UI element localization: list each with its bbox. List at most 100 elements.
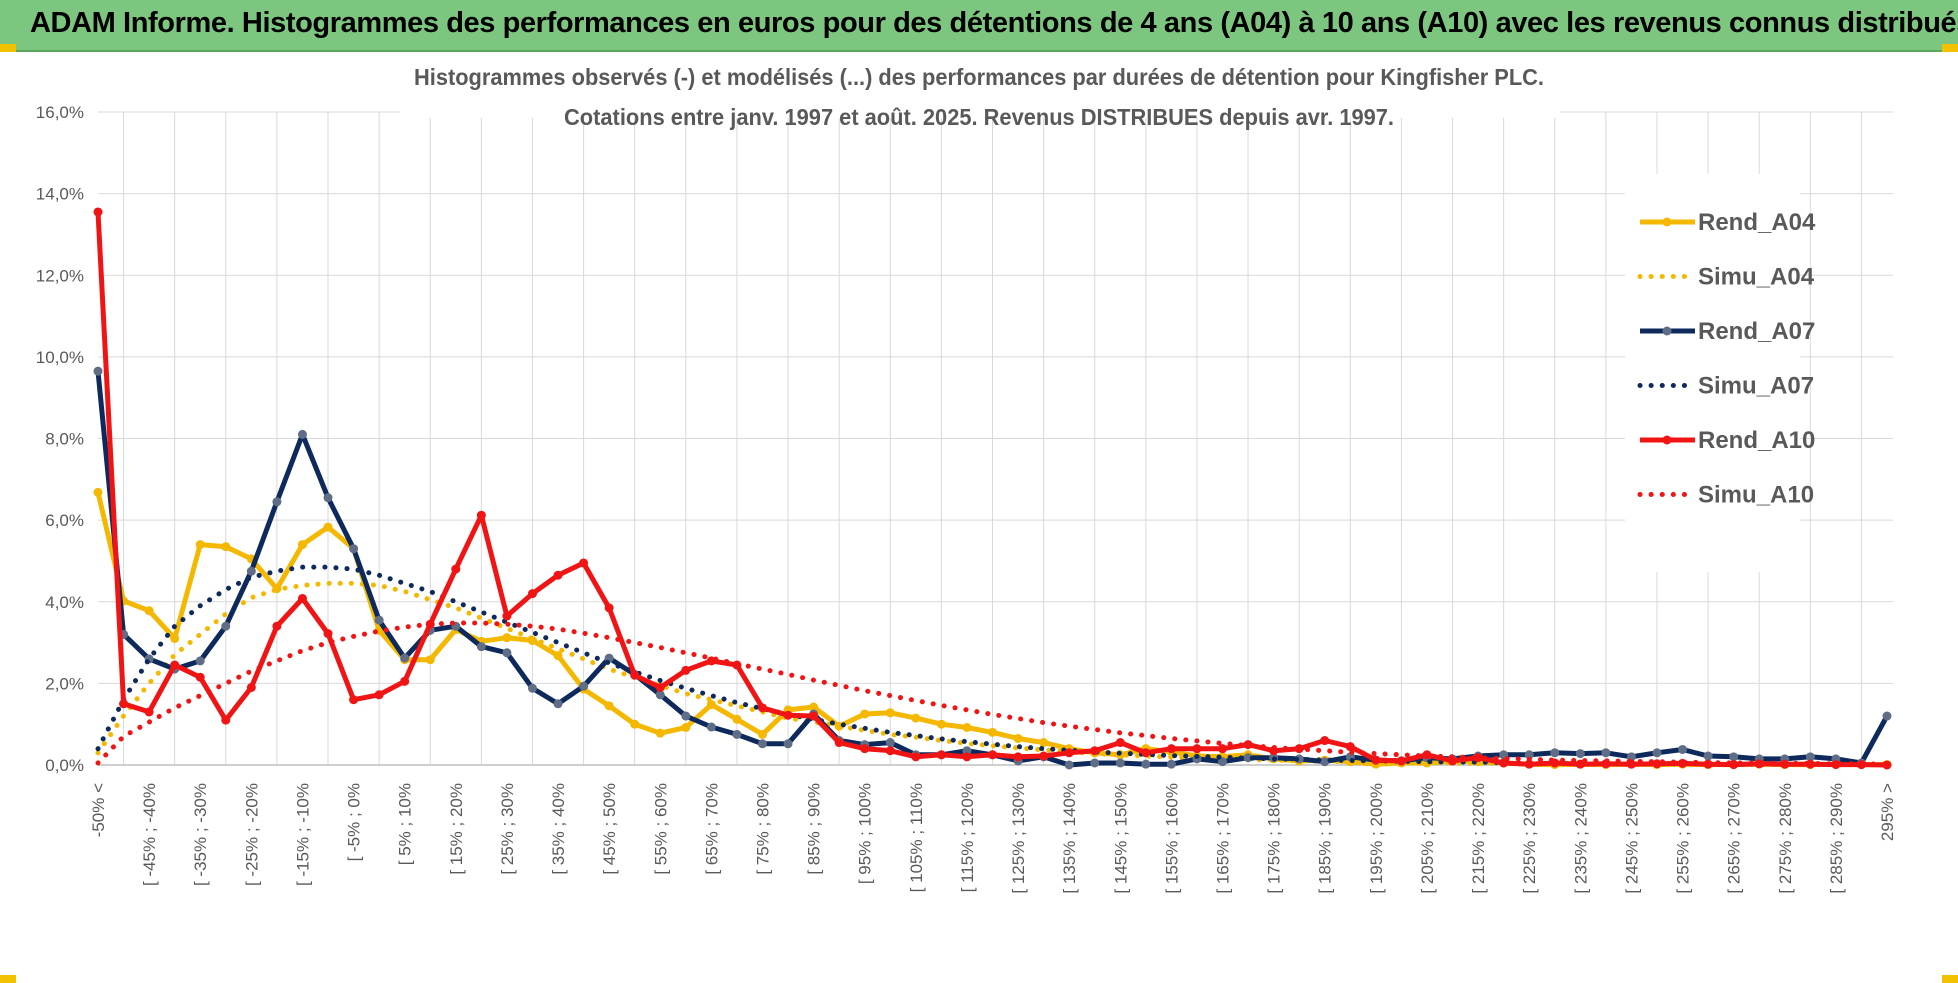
x-tick-label: [ 135% ; 140% — [1060, 783, 1079, 894]
data-point-Rend_A07 — [1601, 748, 1611, 758]
data-point-Rend_A04 — [630, 719, 640, 729]
data-point-Rend_A07 — [1218, 757, 1228, 767]
corner-mark-top-right — [1942, 44, 1958, 52]
data-point-Rend_A04 — [553, 651, 563, 661]
x-tick-label: [ -15% ; -10% — [293, 783, 312, 886]
data-point-Rend_A10 — [1396, 756, 1406, 766]
data-point-Rend_A07 — [706, 722, 716, 732]
data-point-Rend_A10 — [1218, 744, 1228, 754]
x-tick-label: [ 105% ; 110% — [907, 783, 926, 892]
data-point-Rend_A07 — [1115, 758, 1125, 768]
data-point-Rend_A10 — [323, 629, 333, 639]
data-point-Rend_A07 — [579, 681, 589, 691]
y-tick-label: 8,0% — [45, 430, 84, 449]
data-point-Rend_A10 — [553, 570, 563, 580]
title-backdrop — [400, 58, 1560, 118]
x-tick-label: [ 145% ; 150% — [1111, 783, 1130, 894]
data-point-Rend_A07 — [195, 656, 205, 666]
chart-subtitle: Cotations entre janv. 1997 et août. 2025… — [564, 104, 1394, 130]
x-tick-label: [ 115% ; 120% — [958, 783, 977, 892]
y-tick-label: 2,0% — [45, 674, 84, 693]
x-tick-label: [ 155% ; 160% — [1162, 783, 1181, 894]
data-point-Rend_A04 — [706, 700, 716, 710]
report-banner: ADAM Informe. Histogrammes des performan… — [0, 0, 1958, 52]
data-point-Rend_A10 — [1320, 736, 1330, 746]
x-tick-label: [ 225% ; 230% — [1520, 783, 1539, 894]
data-point-Rend_A04 — [655, 728, 665, 738]
legend-marker-Rend_A04 — [1662, 217, 1672, 227]
corner-mark-top-left — [0, 44, 16, 52]
x-tick-label: [ 125% ; 130% — [1009, 783, 1028, 894]
data-point-Rend_A07 — [476, 642, 486, 652]
legend-label-Rend_A04: Rend_A04 — [1698, 209, 1816, 236]
data-point-Rend_A10 — [119, 699, 129, 709]
x-tick-label: [ -5% ; 0% — [345, 783, 364, 861]
data-point-Rend_A04 — [1039, 738, 1049, 748]
x-tick-label: [ 175% ; 180% — [1265, 783, 1284, 894]
y-tick-label: 10,0% — [36, 348, 84, 367]
x-tick-label: [ 205% ; 210% — [1418, 783, 1437, 894]
data-point-Rend_A07 — [1166, 759, 1176, 769]
data-point-Rend_A07 — [527, 683, 537, 693]
data-point-Rend_A10 — [860, 744, 870, 754]
x-tick-label: [ -25% ; -20% — [242, 783, 261, 886]
corner-mark-bottom-left — [0, 975, 16, 983]
data-point-Rend_A04 — [93, 487, 103, 497]
data-point-Rend_A10 — [911, 752, 921, 762]
x-tick-label: [ 195% ; 200% — [1367, 783, 1386, 894]
data-point-Rend_A07 — [221, 621, 231, 631]
data-point-Rend_A10 — [502, 611, 512, 621]
data-point-Rend_A07 — [1320, 757, 1330, 767]
x-tick-label: [ 285% ; 290% — [1827, 783, 1846, 894]
legend-marker-Rend_A10 — [1662, 435, 1672, 445]
data-point-Rend_A07 — [757, 739, 767, 749]
data-point-Rend_A10 — [1345, 742, 1355, 752]
x-tick-label: [ 25% ; 30% — [498, 783, 517, 875]
data-point-Rend_A10 — [246, 682, 256, 692]
data-point-Rend_A10 — [1575, 759, 1585, 769]
data-point-Rend_A07 — [93, 366, 103, 376]
data-point-Rend_A07 — [783, 739, 793, 749]
x-tick-label: [ -45% ; -40% — [140, 783, 159, 886]
data-point-Rend_A07 — [400, 653, 410, 663]
data-point-Rend_A04 — [681, 722, 691, 732]
data-point-Rend_A04 — [297, 540, 307, 550]
data-point-Rend_A10 — [349, 695, 359, 705]
data-point-Rend_A04 — [988, 727, 997, 737]
data-point-Rend_A04 — [144, 606, 154, 616]
x-tick-label: [ 35% ; 40% — [549, 783, 568, 875]
data-point-Rend_A10 — [988, 750, 997, 760]
x-tick-label: -50% < — [89, 783, 108, 837]
data-point-Rend_A07 — [1550, 748, 1560, 758]
data-point-Rend_A10 — [579, 558, 589, 568]
x-tick-label: [ 15% ; 20% — [447, 783, 466, 875]
data-point-Rend_A10 — [1371, 755, 1381, 765]
data-point-Rend_A07 — [681, 711, 691, 721]
data-point-Rend_A07 — [732, 729, 742, 739]
data-point-Rend_A04 — [809, 702, 819, 712]
series-line-Simu_A10 — [95, 620, 1890, 767]
legend-label-Simu_A10: Simu_A10 — [1698, 482, 1814, 509]
data-point-Rend_A10 — [476, 510, 486, 520]
x-tick-label: [ 75% ; 80% — [753, 783, 772, 875]
y-tick-label: 12,0% — [36, 266, 84, 285]
data-point-Rend_A10 — [1192, 744, 1202, 754]
y-tick-label: 6,0% — [45, 511, 84, 530]
legend-label-Rend_A07: Rend_A07 — [1698, 318, 1815, 345]
data-point-Rend_A10 — [1090, 746, 1100, 756]
data-point-Rend_A10 — [170, 660, 180, 670]
data-point-Rend_A10 — [221, 715, 231, 725]
x-tick-label: [ 5% ; 10% — [396, 783, 415, 865]
data-point-Rend_A07 — [1805, 752, 1815, 762]
data-point-Rend_A10 — [400, 676, 410, 686]
data-point-Rend_A04 — [604, 701, 614, 711]
data-point-Rend_A07 — [323, 493, 333, 503]
data-point-Rend_A04 — [425, 655, 435, 665]
x-tick-label: [ 45% ; 50% — [600, 783, 619, 875]
data-point-Rend_A07 — [374, 615, 384, 625]
data-point-Rend_A04 — [502, 633, 512, 643]
data-point-Rend_A10 — [1013, 752, 1023, 762]
data-point-Rend_A04 — [860, 709, 870, 719]
chart-title: Histogrammes observés (-) et modélisés (… — [414, 64, 1544, 90]
histogram-chart: 0,0% 2,0% 4,0% 6,0% 8,0% 10,0% 12,0% 14,0% 16,0%… — [36, 58, 1897, 894]
